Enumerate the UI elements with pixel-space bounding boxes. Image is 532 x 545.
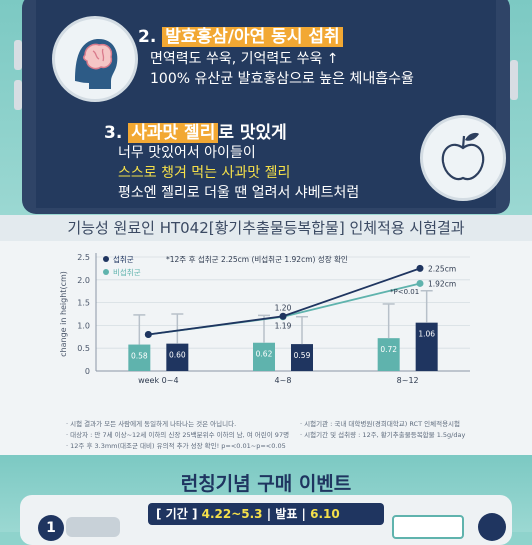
bar (166, 343, 189, 371)
event-period-pill: [ 기간 ] 4.22~5.3 | 발표 | 6.10 (148, 503, 384, 525)
results-title: 기능성 원료인 HT042[황기추출물등복합물] 인체적용 시험결과 (0, 215, 532, 241)
series-point-label: 1.19 (275, 322, 292, 331)
series-point (416, 264, 424, 272)
phone-side-button (14, 40, 22, 70)
brain-icon (75, 38, 118, 89)
series-point (279, 312, 287, 320)
x-tick-label: 8~12 (397, 376, 419, 385)
announce-label: 발표 (275, 507, 298, 521)
product-image (66, 517, 120, 537)
y-tick-label: 1.0 (77, 321, 90, 330)
period-label: 기간 (165, 507, 188, 521)
feature-2-line-1: 면역력도 쑤욱, 기억력도 쑤욱 ↑ (150, 51, 339, 67)
phone-side-button (14, 80, 22, 110)
results-section: 기능성 원료인 HT042[황기추출물등복합물] 인체적용 시험결과 0 0.5 1… (0, 215, 532, 455)
y-tick-label: 1.5 (77, 299, 90, 308)
note-4: · 시험기관 : 국내 대학병원(경희대학교) RCT 인체적용시험 (300, 420, 461, 428)
series-point (144, 331, 152, 339)
feature-3-line-1: 너무 맛있어서 아이들이 (118, 145, 256, 161)
bar (128, 344, 151, 371)
event-box (392, 515, 464, 539)
y-tick-label: 0 (85, 367, 90, 376)
x-tick-label: week 0~4 (138, 376, 178, 385)
legend-marker (103, 256, 109, 262)
legend-label: 비섭취군 (113, 267, 141, 277)
bar-value-label: 0.72 (380, 345, 397, 354)
bar-value-label: 0.60 (169, 351, 186, 360)
phone-side-button (510, 60, 518, 100)
bar (377, 338, 400, 371)
series-point (416, 279, 424, 287)
event-title: 런칭기념 구매 이벤트 (180, 473, 352, 495)
event-circle (478, 513, 506, 541)
note-3: · 12주 후 3.3mm(대조군 대비) 유의적 추가 성장 확인! p=<0… (66, 442, 286, 450)
feature-3-title-highlight: 사과맛 젤리 (128, 123, 219, 143)
brain-icon-circle (52, 16, 138, 102)
apple-icon-circle (420, 115, 506, 201)
series-point-label: 1.20 (275, 303, 292, 312)
series-point-label: 2.25cm (428, 264, 456, 273)
feature-3-line-2: 스스로 챙겨 먹는 사과맛 젤리 (118, 165, 291, 181)
period-value: 4.22~5.3 (201, 507, 263, 521)
announce-value: 6.10 (310, 507, 340, 521)
feature-2-title: 2. 발효홍삼/아연 동시 섭취 (138, 22, 343, 47)
event-number-badge: 1 (38, 515, 64, 541)
significance-label: *P<0.01 (390, 288, 419, 296)
bar-value-label: 0.58 (131, 352, 148, 361)
feature-2-line-2: 100% 유산균 발효홍삼으로 높은 체내흡수율 (150, 71, 414, 87)
bar (253, 342, 275, 371)
feature-2-title-highlight: 발효홍삼/아연 동시 섭취 (162, 27, 343, 47)
y-axis-label: change in height(cm) (59, 271, 68, 357)
series-point-label: 1.92cm (428, 279, 456, 288)
chart-annotation: *12주 후 섭취군 2.25cm (비섭취군 1.92cm) 성장 확인 (166, 254, 348, 264)
feature-3-title-rest: 로 맛있게 (218, 123, 287, 143)
bar-value-label: 0.62 (256, 350, 273, 359)
note-2: · 대상자 : 만 7세 이상~12세 이하의 신장 25백분위수 이하의 남,… (66, 431, 290, 439)
bar-value-label: 0.59 (294, 351, 311, 360)
legend-marker (103, 269, 109, 275)
event-section: 런칭기념 구매 이벤트 [ 기간 ] 4.22~5.3 | 발표 | 6.10 … (0, 455, 532, 545)
bar-value-label: 1.06 (418, 330, 435, 339)
apple-icon (441, 132, 485, 181)
feature-3-line-3: 평소엔 젤리로 더울 땐 얼려서 샤베트처럼 (118, 185, 360, 201)
x-tick-label: 4~8 (275, 376, 292, 385)
legend-label: 섭취군 (113, 254, 134, 264)
growth-chart: 0 0.5 1.0 1.5 2.0 2.5 change in height(cm) 0.58… (59, 253, 470, 385)
y-tick-label: 2.0 (77, 276, 90, 285)
note-1: · 시험 결과가 모든 사람에게 동일하게 나타나는 것은 아닙니다. (66, 420, 237, 428)
note-5: · 시험기간 및 섭취량 : 12주, 황기추출물등복합물 1.5g/day (300, 431, 466, 439)
y-tick-label: 0.5 (77, 344, 90, 353)
bar (291, 344, 313, 371)
feature-3-title: 3. 사과맛 젤리 로 맛있게 (104, 123, 287, 143)
y-tick-label: 2.5 (77, 253, 90, 262)
bar (415, 322, 438, 371)
